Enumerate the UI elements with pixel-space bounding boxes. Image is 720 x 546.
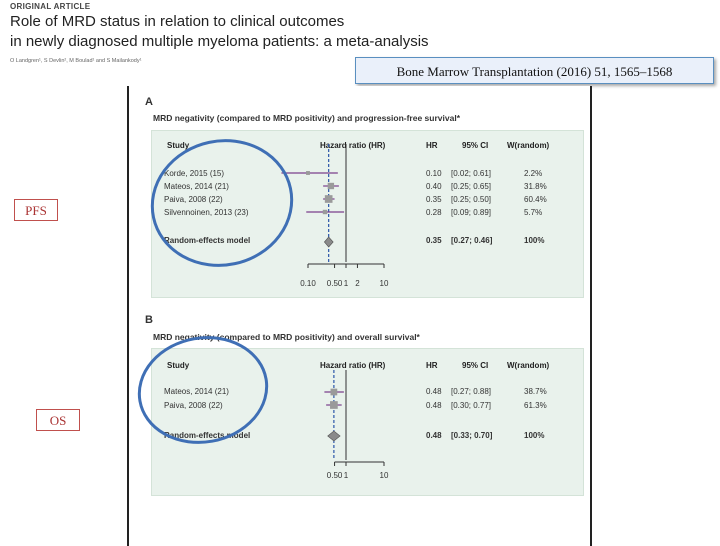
panel-a-weight-3: 60.4% [524,195,547,204]
article-title-line-1: Role of MRD status in relation to clinic… [10,13,345,30]
panel-b-tick-label-10: 10 [380,471,389,480]
panel-a-hr-header: HR [426,141,438,150]
panel-b-weight-header: W(random) [507,361,550,370]
panel-a-weight-1: 2.2% [524,169,543,178]
panel-b-weight-2: 61.3% [524,401,547,410]
panel-a-model-label: Random-effects model [164,236,251,245]
panel-b-model-weight: 100% [524,431,545,440]
panel-a-hr-1: 0.10 [426,169,442,178]
article-type-label: ORIGINAL ARTICLE [10,2,91,11]
panel-b-letter: B [145,314,153,326]
panel-b-study-2: Paiva, 2008 (22) [164,401,223,410]
panel-b-model-hr: 0.48 [426,431,442,440]
panel-a-box-1 [306,171,310,175]
panel-a-title: MRD negativity (compared to MRD positivi… [153,113,461,123]
panel-a-tick-label-10: 10 [380,279,389,288]
panel-a-study-4: Silvennoinen, 2013 (23) [164,208,249,217]
os-tag: OS [36,409,80,431]
panel-a-study-2: Mateos, 2014 (21) [164,182,229,191]
os-annotation-circle [137,336,269,444]
panel-b-tick-label-1: 1 [344,471,349,480]
panel-b-hr-1: 0.48 [426,387,442,396]
panel-a-model-ci: [0.27; 0.46] [451,236,493,245]
panel-a-study-1: Korde, 2015 (15) [164,169,225,178]
panel-a-hr-2: 0.40 [426,182,442,191]
panel-a-box: Study Hazard ratio (HR) HR 95% CI W(rand… [151,130,584,298]
panel-a-tick-label-0.1: 0.10 [300,279,316,288]
panel-a-model-weight: 100% [524,236,545,245]
panel-b-box-2 [330,401,338,409]
panel-a-study-header: Study [167,141,190,150]
panel-a-ci-2: [0.25; 0.65] [451,182,492,191]
citation-box: Bone Marrow Transplantation (2016) 51, 1… [355,57,714,84]
panel-b-weight-1: 38.7% [524,387,547,396]
author-list: O Landgren¹, S Devlin², M Boulad¹ and S … [10,58,142,64]
panel-b-ci-1: [0.27; 0.88] [451,387,492,396]
panel-b-tick-label-0.5: 0.50 [327,471,343,480]
panel-a-weight-header: W(random) [507,141,550,150]
panel-b-hr-plot-header: Hazard ratio (HR) [320,361,386,370]
panel-a-weight-2: 31.8% [524,182,547,191]
forest-plot-figure: A MRD negativity (compared to MRD positi… [127,86,592,546]
article-title-line-2: in newly diagnosed multiple myeloma pati… [10,33,429,50]
panel-b-box-1 [330,388,338,396]
panel-a-box-2 [327,182,335,190]
panel-a-tick-label-1: 1 [344,279,349,288]
panel-a-ci-4: [0.09; 0.89] [451,208,492,217]
panel-a-hr-3: 0.35 [426,195,442,204]
panel-a-hr-4: 0.28 [426,208,442,217]
panel-a-tick-label-0.5: 0.50 [327,279,343,288]
panel-a-hr-plot-header: Hazard ratio (HR) [320,141,386,150]
panel-a-study-3: Paiva, 2008 (22) [164,195,223,204]
panel-b-box: Study Hazard ratio (HR) HR 95% CI W(rand… [151,348,584,496]
panel-a-model-hr: 0.35 [426,236,442,245]
panel-a-pooled-diamond [323,236,334,248]
panel-a-box-3 [324,195,333,203]
panel-b-model-label: Random-effects model [164,431,251,440]
panel-a-ci-header: 95% CI [462,141,489,150]
pfs-tag: PFS [14,199,58,221]
panel-b-pooled-diamond [327,430,341,442]
panel-a-tick-label-2: 2 [355,279,360,288]
panel-b-model-ci: [0.33; 0.70] [451,431,493,440]
panel-b-study-1: Mateos, 2014 (21) [164,387,229,396]
panel-a-weight-4: 5.7% [524,208,543,217]
panel-a-letter: A [145,96,153,108]
pfs-annotation-circle [150,139,294,267]
panel-a-ci-1: [0.02; 0.61] [451,169,492,178]
panel-b-ci-header: 95% CI [462,361,489,370]
panel-b-study-header: Study [167,361,190,370]
panel-b-ci-2: [0.30; 0.77] [451,401,492,410]
panel-a-box-4 [322,209,328,215]
panel-b-hr-header: HR [426,361,438,370]
panel-b-title: MRD negativity (compared to MRD positivi… [153,332,420,342]
panel-a-ci-3: [0.25; 0.50] [451,195,492,204]
panel-b-hr-2: 0.48 [426,401,442,410]
